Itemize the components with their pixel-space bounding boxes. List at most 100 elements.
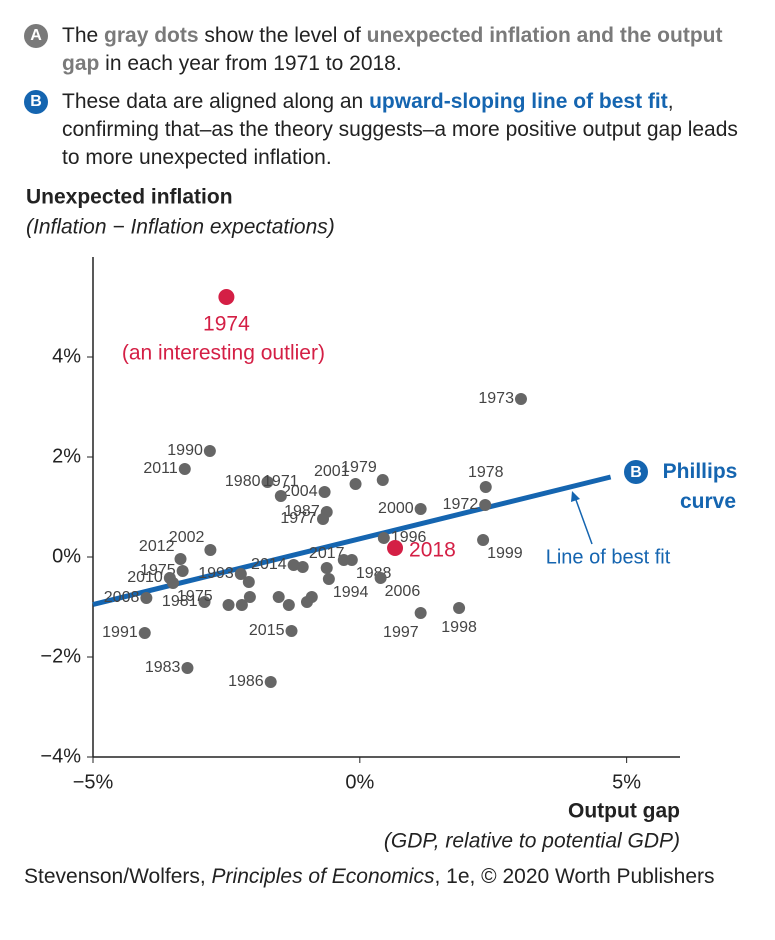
point xyxy=(414,607,427,619)
point xyxy=(479,481,492,493)
y-tick-label: 0% xyxy=(52,545,81,567)
text: show the level of xyxy=(198,24,367,47)
y-title: Unexpected inflation xyxy=(26,186,233,209)
curve-name: Phillips curve xyxy=(663,460,738,513)
caption: Stevenson/Wolfers, Principles of Economi… xyxy=(24,862,724,892)
text: upward-sloping line of best fit xyxy=(369,90,668,113)
point-label: 1987 xyxy=(284,503,320,520)
text: These data are aligned along an xyxy=(62,90,370,113)
badge: B xyxy=(24,90,48,114)
point-label: 1998 xyxy=(441,619,477,636)
point xyxy=(377,532,390,544)
arrowhead xyxy=(571,491,580,502)
note-a: A The gray dots show the level of unexpe… xyxy=(24,22,754,78)
point xyxy=(322,573,335,585)
point xyxy=(234,568,247,580)
point xyxy=(316,513,329,525)
point xyxy=(477,534,490,546)
point-label: 2017 xyxy=(309,545,345,562)
point-label: 1999 xyxy=(487,545,523,562)
point xyxy=(337,554,350,566)
point xyxy=(167,577,180,589)
point xyxy=(376,474,389,486)
point-label: 1975 xyxy=(177,588,213,605)
point xyxy=(204,544,217,556)
point xyxy=(235,599,248,611)
text: , confirming that–as the theory suggests… xyxy=(62,90,738,169)
y-tick-label: 4% xyxy=(52,345,81,367)
point-label: 1990 xyxy=(167,442,203,459)
x-subtitle: (GDP, relative to potential GDP) xyxy=(384,830,680,853)
point xyxy=(374,572,387,584)
point xyxy=(218,289,235,305)
point-label: 2001 xyxy=(314,463,350,480)
point-label: 2000 xyxy=(378,500,414,517)
point xyxy=(274,490,287,502)
pointer xyxy=(575,499,593,545)
point-label: 1971 xyxy=(263,473,299,490)
point-label: 1972 xyxy=(443,496,479,513)
text: The xyxy=(62,24,105,47)
point xyxy=(138,627,151,639)
point-label: 2008 xyxy=(104,589,140,606)
y-tick-label: −2% xyxy=(40,645,81,667)
point-label: 1983 xyxy=(145,659,181,676)
point xyxy=(318,486,331,498)
point-label: 2004 xyxy=(282,483,318,500)
outlier-note: (an interesting outlier) xyxy=(122,342,325,365)
point-label: 2015 xyxy=(249,622,285,639)
point-label: 1993 xyxy=(198,565,234,582)
y-tick-label: 2% xyxy=(52,445,81,467)
x-tick-label: 0% xyxy=(345,771,374,793)
fit-line xyxy=(92,474,612,607)
point-label: 2006 xyxy=(385,583,421,600)
point xyxy=(264,676,277,688)
point xyxy=(272,591,285,603)
point xyxy=(261,476,274,488)
point xyxy=(222,599,235,611)
point-label: 2018 xyxy=(409,539,456,562)
point xyxy=(243,591,256,603)
point-label: 1997 xyxy=(383,624,419,641)
point xyxy=(349,478,362,490)
point xyxy=(453,602,466,614)
badge xyxy=(624,460,648,484)
text: in each year from 1971 to 2018. xyxy=(99,52,402,75)
point-label: 1981 xyxy=(162,593,198,610)
text: Principles of Economics xyxy=(211,865,435,888)
point-label: 1994 xyxy=(333,584,369,601)
point-label: 1991 xyxy=(102,624,138,641)
note-b: B These data are aligned along an upward… xyxy=(24,88,754,172)
point xyxy=(285,625,298,637)
point-label: 1979 xyxy=(341,459,377,476)
point-label: 2010 xyxy=(127,569,163,586)
text: Stevenson/Wolfers, xyxy=(24,865,212,888)
point xyxy=(305,591,318,603)
point xyxy=(198,596,211,608)
x-tick-label: −5% xyxy=(73,771,114,793)
y-subtitle: (Inflation − Inflation expectations) xyxy=(26,216,335,239)
point xyxy=(181,662,194,674)
point xyxy=(282,599,295,611)
point xyxy=(387,540,404,556)
point-label: 1986 xyxy=(228,673,264,690)
text: , 1e, © 2020 Worth Publishers xyxy=(434,865,715,888)
badge: A xyxy=(24,24,48,48)
point xyxy=(479,499,492,511)
point xyxy=(514,393,527,405)
point-label: 2011 xyxy=(143,460,178,477)
x-title: Output gap xyxy=(568,800,680,823)
point-label: 2012 xyxy=(139,538,175,555)
point xyxy=(176,565,189,577)
point xyxy=(242,576,255,588)
point xyxy=(414,503,427,515)
y-tick-label: −4% xyxy=(40,745,81,767)
x-tick-label: 5% xyxy=(612,771,641,793)
point xyxy=(178,463,191,475)
point-label: 1974 xyxy=(203,313,250,336)
point-label: 2014 xyxy=(251,556,287,573)
point xyxy=(140,592,153,604)
text: gray dots xyxy=(104,24,199,47)
point xyxy=(174,553,187,565)
